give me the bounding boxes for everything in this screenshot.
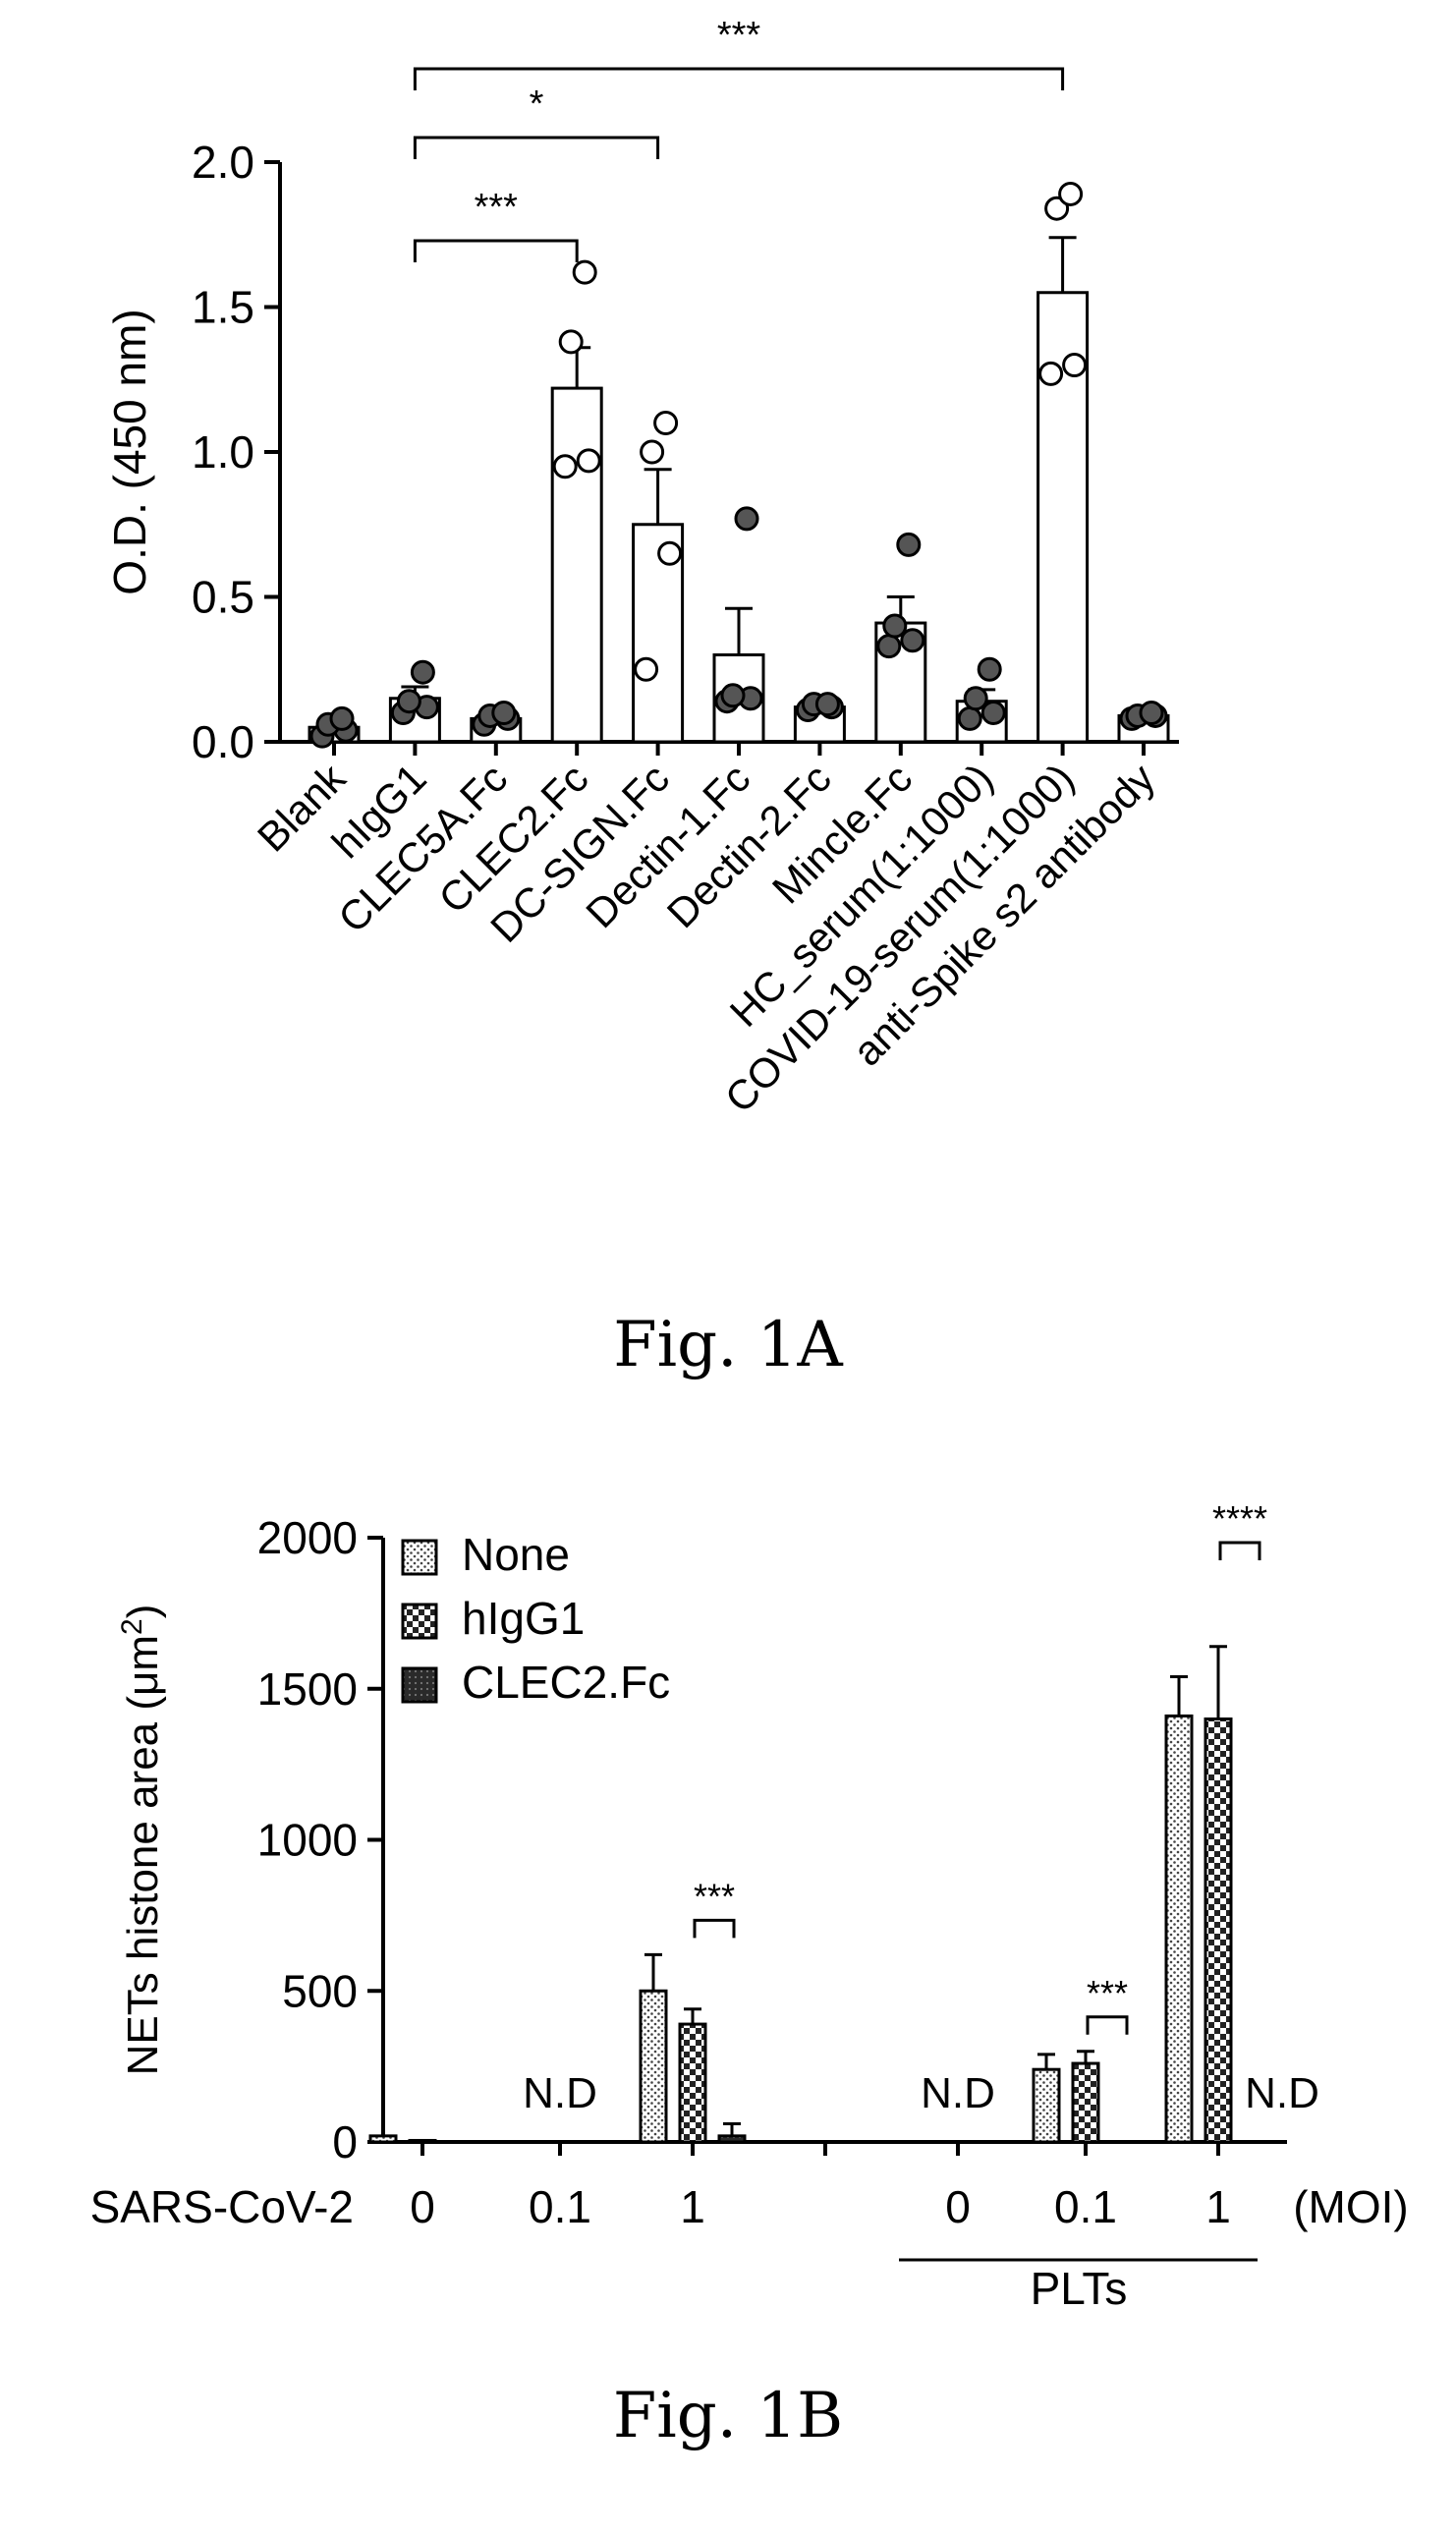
- data-point: [558, 329, 584, 355]
- bar: [368, 2134, 398, 2144]
- moi-label: 0: [410, 2181, 435, 2232]
- data-point: [814, 692, 840, 717]
- significance-label: ***: [694, 1876, 735, 1916]
- moi-label: 0.1: [529, 2181, 591, 2232]
- bar: [408, 2138, 437, 2144]
- data-point: [653, 411, 679, 435]
- significance-bracket: [413, 136, 660, 159]
- legend-label: hIgG1: [462, 1593, 585, 1644]
- data-point: [900, 628, 925, 653]
- y-tick-label: 1000: [257, 1815, 358, 1866]
- y-tick-label: 1.0: [192, 426, 254, 478]
- legend-label: None: [462, 1529, 570, 1580]
- data-point: [640, 439, 665, 465]
- moi-label: 1: [1205, 2181, 1231, 2232]
- y-tick-label: 0: [332, 2116, 358, 2168]
- y-tick-label: 500: [282, 1965, 358, 2016]
- significance-label: ***: [475, 187, 519, 228]
- y-tick-label: 0.5: [192, 572, 254, 623]
- y-tick-label: 0.0: [192, 716, 254, 767]
- data-point: [896, 532, 922, 557]
- caption-fig-1a: Fig. 1A: [613, 1309, 843, 1381]
- significance-label: ****: [1212, 1498, 1267, 1539]
- significance-label: ***: [717, 15, 761, 56]
- chart-1a: 0.00.51.01.52.0O.D. (450 nm)BlankhIgG1CL…: [104, 15, 1179, 1121]
- bar: [1204, 1717, 1233, 2144]
- bar: [1071, 2061, 1100, 2144]
- x-row-label: SARS-CoV-2: [90, 2181, 354, 2232]
- significance-bracket: [413, 239, 579, 262]
- nd-label: N.D: [523, 2069, 597, 2117]
- data-point: [634, 656, 659, 682]
- data-point: [657, 540, 683, 566]
- data-point: [882, 613, 908, 639]
- data-point: [329, 705, 355, 731]
- moi-label: 1: [680, 2181, 705, 2232]
- data-point: [963, 686, 988, 711]
- moi-unit-label: (MOI): [1293, 2181, 1409, 2232]
- y-tick-label: 2.0: [192, 137, 254, 188]
- bar: [1164, 1714, 1194, 2144]
- y-tick-label: 2000: [257, 1512, 358, 1563]
- bar: [1032, 2067, 1061, 2144]
- data-point: [734, 506, 759, 532]
- group-label: PLTs: [1031, 2263, 1128, 2314]
- data-point: [1062, 353, 1088, 377]
- y-axis-title-sup: 2: [116, 1618, 148, 1635]
- significance-bracket: [413, 67, 1065, 90]
- y-tick-label: 1500: [257, 1663, 358, 1715]
- legend-swatch: [401, 1539, 438, 1576]
- data-point: [1139, 701, 1164, 725]
- data-point: [410, 659, 435, 685]
- y-axis-title: NETs histone area (μm2): [116, 1605, 168, 2076]
- data-point: [980, 701, 1006, 725]
- significance-label: ***: [1087, 1973, 1128, 2013]
- moi-label: 0.1: [1054, 2181, 1117, 2232]
- y-axis-title: O.D. (450 nm): [104, 309, 155, 594]
- bar: [717, 2134, 747, 2144]
- nd-label: N.D: [1245, 2069, 1319, 2117]
- data-point: [1058, 181, 1084, 206]
- significance-bracket: [1218, 1541, 1261, 1560]
- data-point: [572, 259, 597, 285]
- legend-swatch: [401, 1603, 438, 1640]
- moi-label: 0: [945, 2181, 971, 2232]
- legend-label: CLEC2.Fc: [462, 1657, 670, 1708]
- significance-bracket: [693, 1918, 736, 1939]
- data-point: [957, 705, 982, 731]
- y-axis-title-main: NETs histone area (μm: [119, 1635, 167, 2075]
- y-axis-title-close: ): [119, 1605, 167, 1619]
- bar: [550, 386, 603, 744]
- caption-fig-1b: Fig. 1B: [613, 2380, 843, 2452]
- data-point: [491, 701, 517, 725]
- data-point: [396, 689, 421, 714]
- data-point: [1038, 361, 1064, 386]
- data-point: [552, 454, 578, 479]
- bar: [678, 2022, 707, 2144]
- data-point: [977, 656, 1002, 682]
- y-tick-label: 1.5: [192, 282, 254, 333]
- bar: [632, 523, 685, 744]
- legend-swatch: [401, 1666, 438, 1704]
- bar: [639, 1989, 668, 2144]
- data-point: [876, 634, 902, 659]
- data-point: [576, 448, 601, 474]
- data-point: [720, 683, 746, 708]
- data-point: [1044, 196, 1070, 221]
- significance-bracket: [1086, 2015, 1129, 2035]
- significance-label: *: [530, 84, 544, 125]
- nd-label: N.D: [921, 2069, 995, 2117]
